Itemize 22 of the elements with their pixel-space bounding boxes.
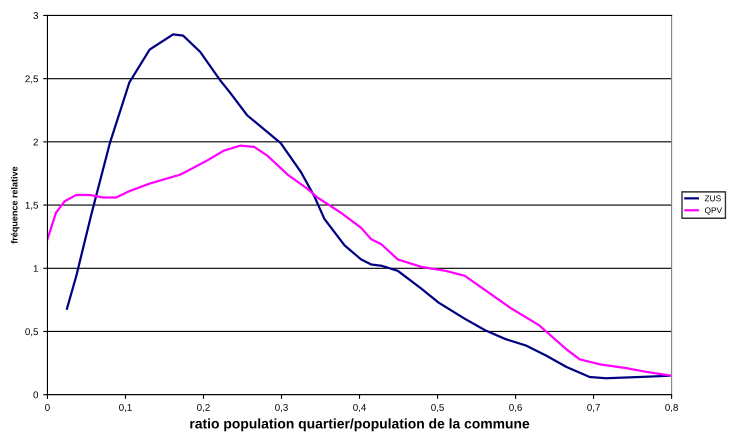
y-tick-label: 3 (33, 12, 38, 20)
y-tick-label: 1,5 (26, 202, 38, 210)
legend-label: QPV (704, 207, 722, 215)
x-tick-label: 0,7 (587, 404, 600, 412)
y-tick-label: 2 (34, 138, 38, 146)
x-axis-title: ratio population quartier/population de la commune (190, 418, 530, 432)
x-tick-label: 0 (45, 404, 50, 411)
x-tick-label: 0,5 (431, 404, 444, 412)
x-tick-label: 0,2 (197, 404, 210, 412)
y-tick-label: 1 (34, 265, 38, 272)
x-tick-label: 0,1 (119, 404, 132, 412)
line-series (47, 144, 672, 377)
legend-label: ZUS (704, 195, 721, 202)
line-series (66, 33, 672, 380)
y-tick-label: 0 (33, 391, 38, 398)
x-tick-label: 0,8 (665, 404, 678, 412)
x-tick-label: 0,6 (509, 404, 522, 412)
y-tick-label: 2,5 (25, 75, 38, 84)
y-tick-label: 0,5 (25, 328, 38, 336)
y-axis-title: fréquence relative (10, 166, 20, 244)
x-tick-label: 0,3 (275, 404, 288, 412)
x-tick-label: 0,4 (353, 404, 366, 412)
